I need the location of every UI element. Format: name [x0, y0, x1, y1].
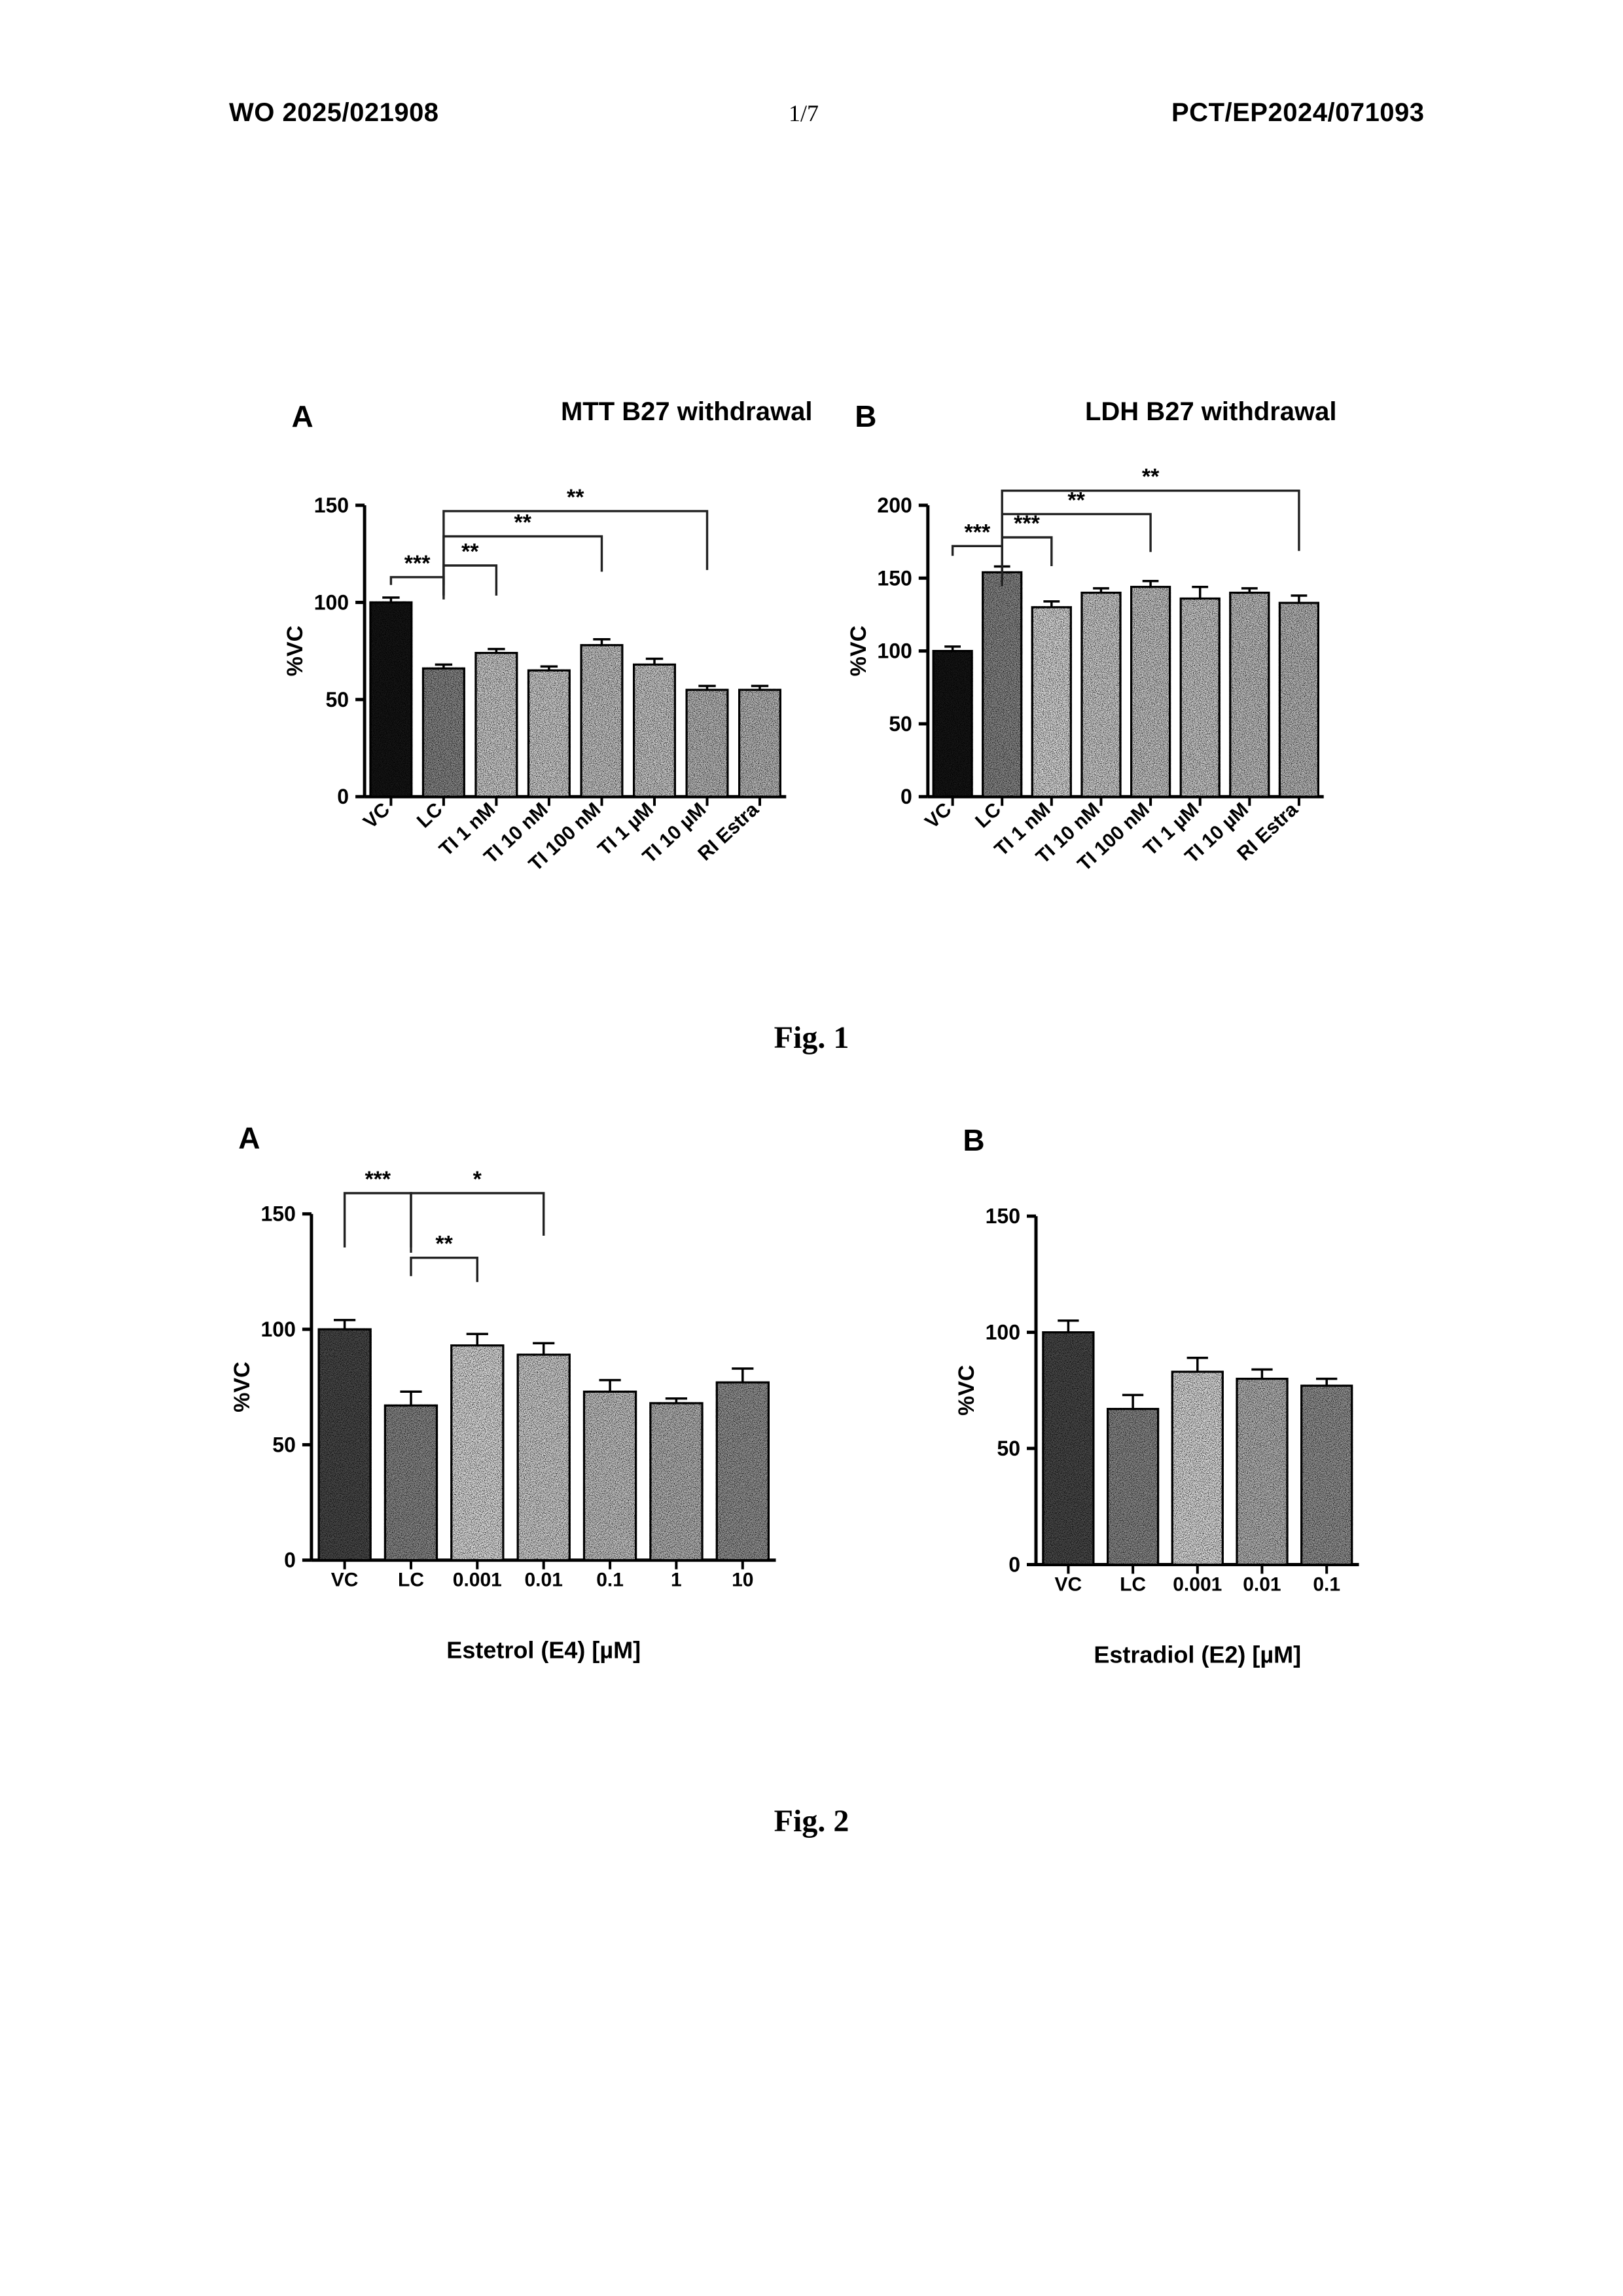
svg-text:150: 150: [314, 493, 349, 517]
svg-text:VC: VC: [331, 1570, 359, 1591]
svg-text:**: **: [435, 1232, 453, 1257]
svg-text:LC: LC: [1120, 1574, 1146, 1596]
svg-text:VC: VC: [1055, 1574, 1082, 1596]
svg-text:%VC: %VC: [954, 1365, 979, 1416]
svg-text:150: 150: [877, 566, 912, 590]
svg-text:100: 100: [261, 1318, 296, 1341]
svg-text:%VC: %VC: [846, 626, 871, 676]
svg-text:*: *: [473, 1167, 482, 1192]
svg-text:0.001: 0.001: [453, 1570, 502, 1591]
svg-text:**: **: [514, 511, 531, 535]
svg-text:LC: LC: [413, 798, 447, 832]
svg-text:VC: VC: [921, 798, 955, 833]
svg-text:0.01: 0.01: [1243, 1574, 1281, 1596]
svg-text:100: 100: [986, 1321, 1020, 1344]
svg-text:0: 0: [901, 785, 912, 808]
svg-text:LC: LC: [398, 1570, 424, 1591]
svg-text:**: **: [1142, 465, 1160, 490]
svg-text:LDH B27 withdrawal: LDH B27 withdrawal: [1085, 397, 1337, 426]
svg-text:1: 1: [671, 1570, 682, 1591]
svg-text:150: 150: [986, 1204, 1020, 1228]
svg-text:***: ***: [965, 520, 991, 545]
svg-text:100: 100: [314, 590, 349, 614]
svg-text:MTT B27 withdrawal: MTT B27 withdrawal: [561, 397, 812, 426]
svg-text:***: ***: [365, 1167, 391, 1192]
svg-text:0: 0: [1008, 1553, 1020, 1577]
svg-text:100: 100: [877, 639, 912, 663]
svg-text:**: **: [567, 485, 584, 510]
svg-text:Estradiol (E2) [µM]: Estradiol (E2) [µM]: [1094, 1641, 1301, 1668]
svg-text:LC: LC: [971, 798, 1005, 832]
svg-text:10: 10: [732, 1570, 753, 1591]
svg-text:**: **: [461, 539, 479, 564]
svg-text:50: 50: [997, 1437, 1020, 1460]
svg-text:B: B: [855, 399, 876, 433]
svg-text:50: 50: [272, 1433, 296, 1456]
svg-text:%VC: %VC: [283, 626, 308, 676]
svg-text:0: 0: [337, 785, 349, 808]
svg-text:0: 0: [284, 1549, 296, 1572]
svg-text:0.1: 0.1: [596, 1570, 624, 1591]
svg-text:50: 50: [326, 688, 349, 711]
svg-text:B: B: [963, 1123, 984, 1157]
svg-text:0.01: 0.01: [525, 1570, 563, 1591]
svg-text:50: 50: [889, 712, 912, 736]
svg-text:0.001: 0.001: [1173, 1574, 1222, 1596]
svg-text:VC: VC: [359, 798, 394, 833]
svg-text:%VC: %VC: [230, 1361, 255, 1412]
svg-text:Estetrol (E4) [µM]: Estetrol (E4) [µM]: [446, 1637, 641, 1664]
svg-text:***: ***: [404, 551, 431, 576]
svg-text:A: A: [238, 1121, 260, 1155]
svg-text:0.1: 0.1: [1313, 1574, 1340, 1596]
svg-text:A: A: [291, 399, 313, 433]
svg-text:200: 200: [877, 493, 912, 517]
svg-text:150: 150: [261, 1202, 296, 1226]
